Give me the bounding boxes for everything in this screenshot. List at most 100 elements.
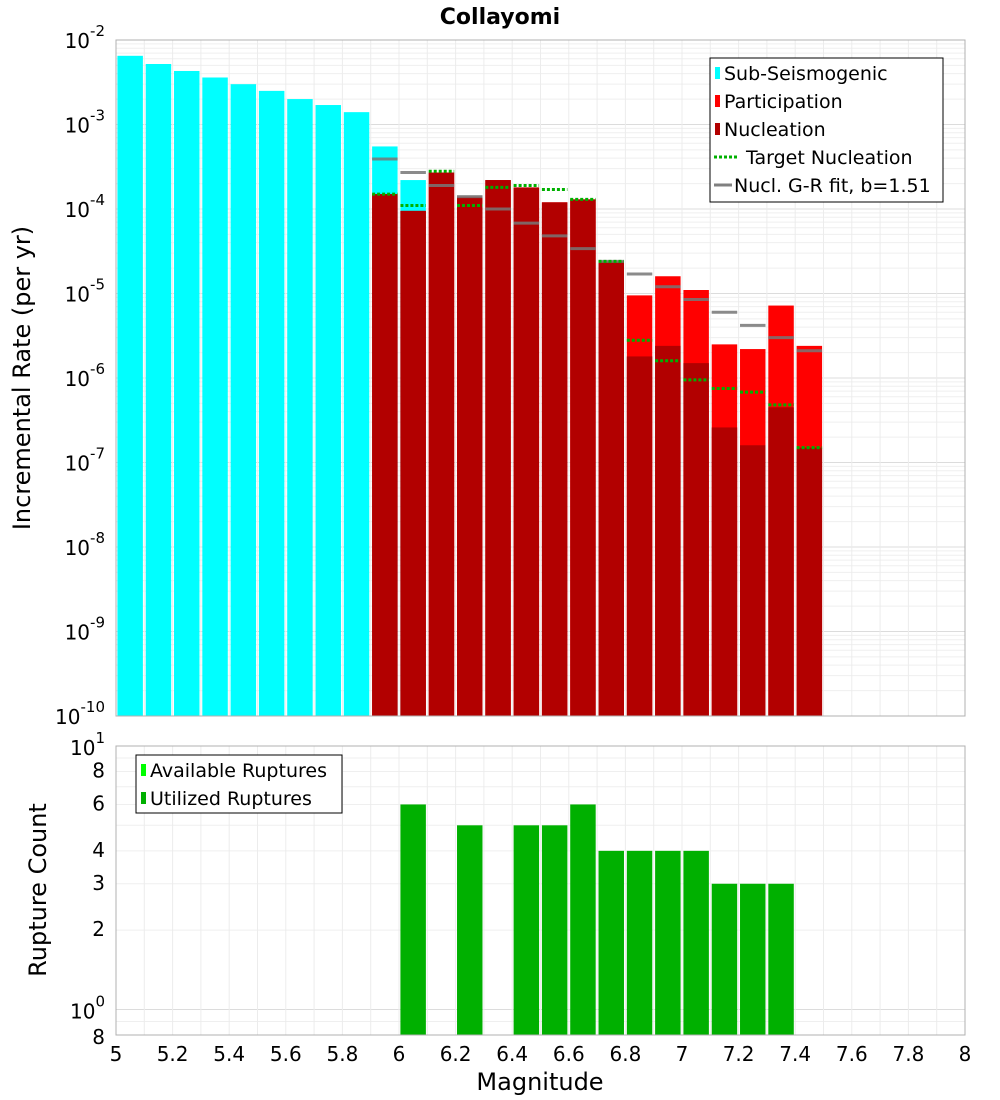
legend-label: Nucleation — [724, 119, 826, 141]
top-y-tick: 10-8 — [65, 529, 105, 560]
bar-utilized-ruptures — [655, 850, 681, 1035]
bar-nucleation — [740, 445, 766, 716]
legend-label: Available Ruptures — [150, 760, 327, 782]
bar-nucleation — [655, 345, 681, 716]
bar-sub-seismogenic — [258, 90, 285, 716]
top-y-tick: 10-4 — [65, 191, 105, 222]
bottom-y-tick: 100 — [70, 992, 105, 1023]
bar-sub-seismogenic — [145, 63, 172, 716]
bar-sub-seismogenic — [315, 105, 341, 716]
bar-nucleation — [372, 194, 398, 716]
top-panel: 10-10 10-9 10-8 10-7 10-6 10-5 10-4 10-3 10-2 In… — [8, 22, 966, 729]
bar-nucleation — [768, 407, 794, 716]
bar-utilized-ruptures — [457, 825, 483, 1035]
top-y-axis-label: Incremental Rate (per yr) — [8, 226, 36, 530]
bar-nucleation — [513, 187, 540, 717]
bar-utilized-ruptures — [768, 883, 794, 1035]
bar-sub-seismogenic — [230, 84, 257, 717]
x-tick: 6.6 — [553, 1042, 585, 1066]
top-y-tick: 10-6 — [65, 360, 105, 391]
bar-utilized-ruptures — [598, 850, 624, 1035]
bottom-y-tick: 6 — [92, 791, 105, 815]
bottom-y-tick: 8 — [92, 1025, 105, 1049]
legend-swatch — [715, 67, 720, 79]
top-y-tick-labels: 10-10 10-9 10-8 10-7 10-6 10-5 10-4 10-3 10-2 — [55, 22, 105, 729]
legend-label: Nucl. G-R fit, b=1.51 — [734, 175, 931, 197]
x-tick: 6.8 — [609, 1042, 641, 1066]
bar-nucleation — [570, 199, 596, 717]
x-tick: 5.8 — [326, 1042, 358, 1066]
top-y-tick: 10-10 — [55, 698, 105, 729]
bar-sub-seismogenic — [117, 55, 143, 716]
x-tick: 7.4 — [779, 1042, 811, 1066]
x-tick: 6.4 — [496, 1042, 528, 1066]
x-tick-labels: 5 5.2 5.4 5.6 5.8 6 6.2 6.4 6.6 6.8 7 7.2 7.4 7.6 7.8 8 — [110, 1042, 972, 1066]
legend-label: Utilized Ruptures — [150, 788, 312, 810]
x-tick: 5.4 — [213, 1042, 245, 1066]
bar-sub-seismogenic — [174, 70, 200, 716]
legend-label: Target Nucleation — [745, 147, 913, 169]
chart-title: Collayomi — [440, 5, 560, 30]
bottom-y-tick: 8 — [92, 759, 105, 783]
x-tick: 6 — [393, 1042, 406, 1066]
top-y-tick: 10-7 — [65, 445, 105, 476]
bottom-y-tick: 3 — [92, 871, 105, 895]
bar-nucleation — [457, 196, 483, 717]
x-tick: 8 — [959, 1042, 972, 1066]
top-y-tick: 10-5 — [65, 276, 105, 307]
bar-utilized-ruptures — [740, 883, 766, 1035]
bottom-plot-frame — [115, 745, 966, 1036]
x-axis-label: Magnitude — [476, 1068, 603, 1096]
legend-swatch — [141, 764, 146, 776]
legend-swatch — [141, 792, 146, 804]
top-y-tick: 10-9 — [65, 614, 105, 645]
x-tick: 5 — [110, 1042, 123, 1066]
x-tick: 7 — [676, 1042, 689, 1066]
bar-utilized-ruptures — [570, 804, 596, 1035]
bar-sub-seismogenic — [343, 112, 370, 717]
bar-nucleation — [598, 261, 624, 716]
bar-nucleation — [541, 202, 568, 716]
bottom-bars — [400, 804, 794, 1035]
bar-sub-seismogenic — [287, 99, 313, 716]
bar-utilized-ruptures — [683, 850, 709, 1035]
top-marker-lines — [372, 157, 823, 450]
bar-nucleation — [683, 363, 709, 716]
x-tick: 7.8 — [892, 1042, 924, 1066]
x-tick: 7.2 — [723, 1042, 755, 1066]
legend-swatch — [715, 123, 720, 135]
bottom-y-tick: 2 — [92, 917, 105, 941]
bar-utilized-ruptures — [400, 804, 426, 1035]
bar-nucleation — [485, 180, 511, 716]
bar-utilized-ruptures — [626, 850, 653, 1035]
legend-label: Sub-Seismogenic — [724, 63, 888, 85]
bar-utilized-ruptures — [541, 825, 568, 1035]
top-legend-box — [709, 57, 944, 203]
top-plot-frame — [115, 39, 966, 717]
legend-swatch — [715, 95, 720, 107]
legend-label: Participation — [724, 91, 843, 113]
bar-nucleation — [626, 356, 653, 716]
top-y-tick: 10-2 — [65, 22, 105, 53]
bottom-y-tick: 4 — [92, 838, 105, 862]
x-tick: 7.6 — [836, 1042, 868, 1066]
bar-nucleation — [796, 447, 823, 716]
bar-utilized-ruptures — [513, 825, 540, 1035]
bottom-y-tick: 101 — [70, 729, 105, 760]
bottom-legend-box — [135, 754, 343, 814]
bar-nucleation — [400, 210, 426, 716]
bottom-legend: Available Ruptures Utilized Ruptures — [135, 754, 343, 814]
x-tick: 6.2 — [440, 1042, 472, 1066]
top-y-tick: 10-3 — [65, 107, 105, 138]
bar-utilized-ruptures — [711, 883, 738, 1035]
bar-nucleation — [711, 427, 738, 716]
top-bars — [117, 55, 823, 717]
bar-nucleation — [428, 172, 455, 717]
bottom-y-axis-label: Rupture Count — [24, 803, 52, 977]
top-legend: Sub-Seismogenic Participation Nucleation Ta… — [709, 57, 944, 203]
x-tick: 5.2 — [157, 1042, 189, 1066]
bar-sub-seismogenic — [202, 77, 228, 717]
